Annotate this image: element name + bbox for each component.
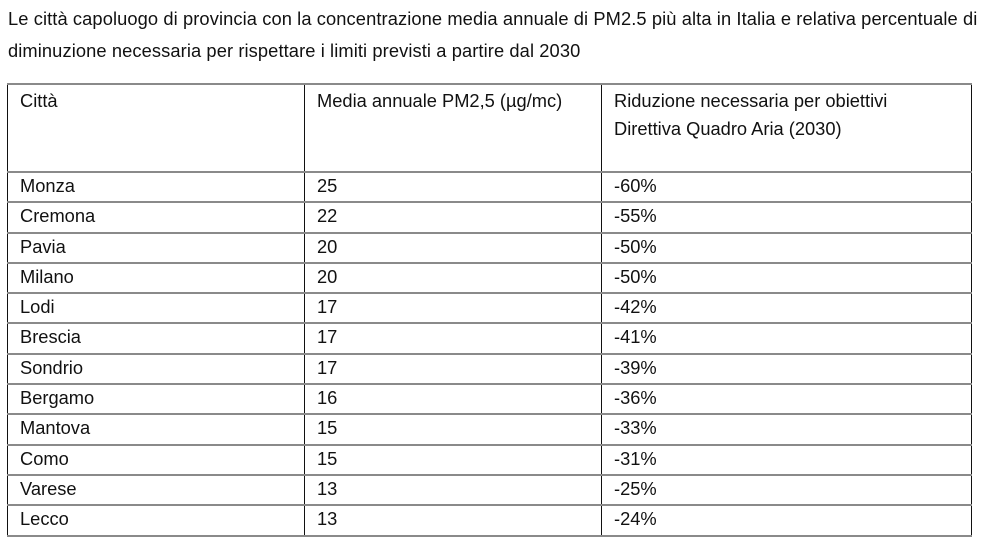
- reduction-cell: -50%: [601, 261, 972, 295]
- table-row: Milano 20 -50%: [7, 261, 972, 295]
- table-row: Brescia 17 -41%: [7, 322, 972, 355]
- document-title: Le città capoluogo di provincia con la c…: [8, 8, 978, 61]
- reduction-cell: -60%: [601, 170, 972, 204]
- pm25-cell: 25: [304, 170, 602, 204]
- city-cell: Sondrio: [7, 352, 305, 386]
- pm25-cell: 22: [304, 201, 602, 234]
- table-row: Sondrio 17 -39%: [7, 352, 972, 386]
- city-cell: Lodi: [7, 292, 305, 325]
- city-cell: Mantova: [7, 413, 305, 446]
- pm25-cell: 17: [304, 292, 602, 325]
- table-row: Bergamo 16 -36%: [7, 383, 972, 416]
- table-row: Lecco 13 -24%: [7, 504, 972, 537]
- pm25-cell: 15: [304, 413, 602, 446]
- city-cell: Monza: [7, 170, 305, 204]
- pm25-cell: 20: [304, 231, 602, 264]
- reduction-cell: -50%: [601, 231, 972, 264]
- table-header-row: Città Media annuale PM2,5 (µg/mc) Riduzi…: [7, 83, 972, 173]
- reduction-cell: -41%: [601, 322, 972, 355]
- table-row: Pavia 20 -50%: [7, 231, 972, 264]
- header-pm25-average: Media annuale PM2,5 (µg/mc): [304, 83, 602, 173]
- table-row: Monza 25 -60%: [7, 170, 972, 204]
- pm25-cell: 13: [304, 504, 602, 537]
- city-cell: Milano: [7, 261, 305, 295]
- city-cell: Bergamo: [7, 383, 305, 416]
- reduction-cell: -55%: [601, 201, 972, 234]
- table-row: Cremona 22 -55%: [7, 201, 972, 234]
- header-city: Città: [7, 83, 305, 173]
- table-row: Lodi 17 -42%: [7, 292, 972, 325]
- pm25-cell: 13: [304, 473, 602, 507]
- pm25-cell: 20: [304, 261, 602, 295]
- reduction-cell: -31%: [601, 443, 972, 476]
- table-row: Varese 13 -25%: [7, 473, 972, 507]
- city-cell: Cremona: [7, 201, 305, 234]
- reduction-cell: -24%: [601, 504, 972, 537]
- reduction-cell: -25%: [601, 473, 972, 507]
- pm25-cell: 15: [304, 443, 602, 476]
- header-reduction: Riduzione necessaria per obiettivi Diret…: [601, 83, 972, 173]
- city-cell: Brescia: [7, 322, 305, 355]
- city-cell: Varese: [7, 473, 305, 507]
- pm25-cell: 17: [304, 322, 602, 355]
- table-row: Mantova 15 -33%: [7, 413, 972, 446]
- city-cell: Como: [7, 443, 305, 476]
- reduction-cell: -36%: [601, 383, 972, 416]
- table-row: Como 15 -31%: [7, 443, 972, 476]
- reduction-cell: -39%: [601, 352, 972, 386]
- pm25-cell: 17: [304, 352, 602, 386]
- pm25-cell: 16: [304, 383, 602, 416]
- pm25-table: Città Media annuale PM2,5 (µg/mc) Riduzi…: [7, 83, 972, 537]
- city-cell: Pavia: [7, 231, 305, 264]
- reduction-cell: -42%: [601, 292, 972, 325]
- city-cell: Lecco: [7, 504, 305, 537]
- reduction-cell: -33%: [601, 413, 972, 446]
